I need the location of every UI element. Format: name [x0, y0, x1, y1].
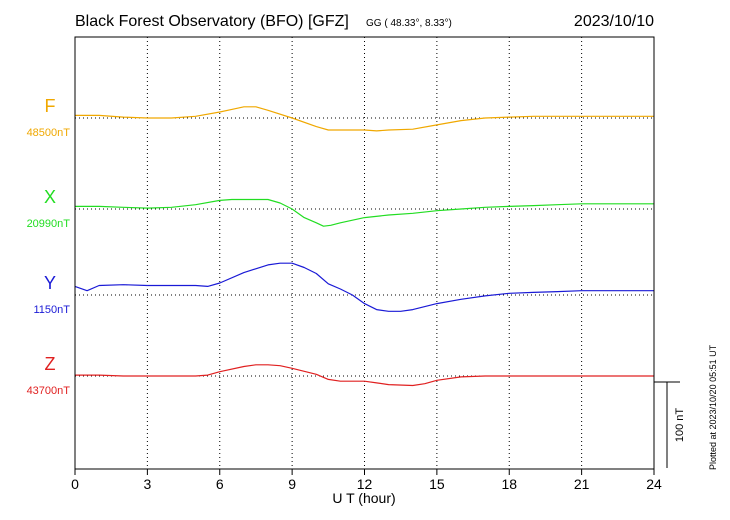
series-name-z: Z — [45, 354, 56, 374]
series-baseline-label-x: 20990nT — [27, 218, 71, 230]
x-tick-label: 21 — [574, 476, 590, 492]
series-line-z — [75, 364, 654, 387]
series-name-x: X — [44, 187, 56, 207]
grid-lines — [146, 37, 583, 469]
scale-bar: 100 nT — [654, 381, 686, 468]
series-line-x — [75, 198, 654, 227]
series-group — [74, 106, 654, 387]
x-axis-ticks: 0 3 6 9 12 15 18 21 24 — [71, 469, 662, 492]
x-tick-label: 15 — [429, 476, 445, 492]
series-line-f — [75, 106, 654, 132]
x-tick-label: 24 — [646, 476, 662, 492]
x-tick-label: 3 — [143, 476, 151, 492]
series-name-y: Y — [44, 273, 56, 293]
plotted-timestamp: Plotted at 2023/10/20 05:51 UT — [708, 344, 718, 470]
x-axis-label: U T (hour) — [332, 490, 395, 506]
coordinates-label: GG ( 48.33°, 8.33°) — [366, 18, 452, 29]
series-baseline-label-z: 43700nT — [27, 385, 71, 397]
series-labels: F 48500nT X 20990nT Y 1150nT Z 43700nT — [27, 96, 71, 397]
date-label: 2023/10/10 — [574, 13, 654, 30]
series-baseline-label-y: 1150nT — [34, 304, 71, 316]
x-tick-label: 6 — [216, 476, 224, 492]
x-tick-label: 18 — [501, 476, 517, 492]
x-tick-label: 9 — [288, 476, 296, 492]
x-tick-label: 12 — [357, 476, 373, 492]
series-name-f: F — [45, 96, 56, 116]
series-line-y — [74, 262, 654, 312]
scale-bar-label: 100 nT — [674, 408, 686, 443]
series-baseline-label-f: 48500nT — [27, 127, 71, 139]
chart-title: Black Forest Observatory (BFO) [GFZ] — [75, 13, 349, 30]
x-tick-label: 0 — [71, 476, 79, 492]
